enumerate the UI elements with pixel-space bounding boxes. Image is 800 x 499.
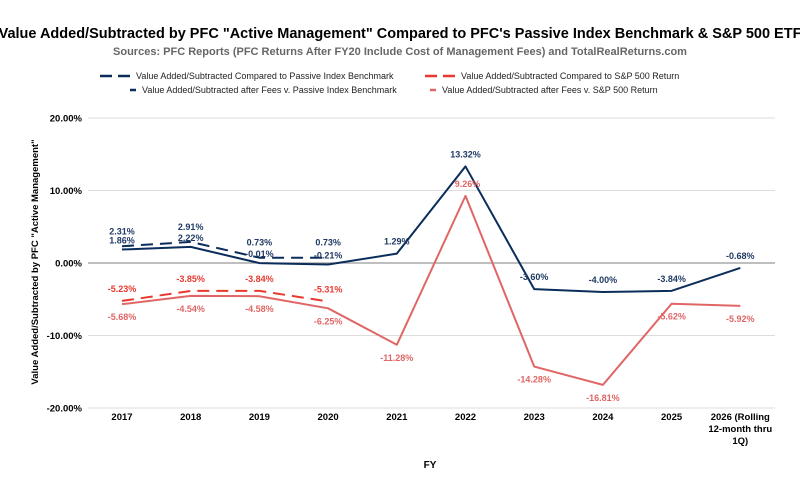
series-line	[121, 289, 329, 303]
data-label: -5.62%	[657, 312, 686, 322]
chart-subtitle: Sources: PFC Reports (PFC Returns After …	[113, 46, 687, 58]
data-label: -5.23%	[108, 284, 137, 294]
x-tick-label: 2024	[592, 412, 614, 423]
data-label: 13.32%	[450, 149, 481, 159]
x-tick-label: 2018	[180, 412, 201, 423]
series-line	[121, 240, 329, 259]
data-label: -11.28%	[380, 353, 413, 363]
data-label: -3.84%	[245, 274, 274, 284]
y-axis-label: Value Added/Subtracted by PFC "Active Ma…	[30, 139, 41, 384]
y-tick-label: -20.00%	[47, 404, 83, 415]
legend-label: Value Added/Subtracted Compared to Passi…	[136, 71, 394, 81]
legend-label: Value Added/Subtracted Compared to S&P 5…	[461, 71, 679, 81]
y-tick-label: -10.00%	[47, 331, 83, 342]
data-label: 2.22%	[178, 233, 204, 243]
series-line	[121, 194, 741, 386]
data-label: -5.68%	[108, 312, 137, 322]
data-label: -3.85%	[176, 274, 205, 284]
x-tick-label: 2020	[318, 412, 339, 423]
data-label: 2.91%	[178, 222, 204, 232]
data-label: -5.31%	[314, 284, 343, 294]
data-label: -4.54%	[176, 304, 205, 314]
x-tick-label: 2025	[661, 412, 683, 423]
x-tick-label: 2026 (Rolling 12-month thru 1Q)	[708, 412, 772, 447]
x-tick-label: 2022	[455, 412, 476, 423]
y-tick-label: 0.00%	[55, 259, 82, 270]
x-tick-label: 2017	[111, 412, 132, 423]
data-label: 1.29%	[384, 237, 410, 247]
y-tick-label: 20.00%	[50, 114, 83, 125]
x-tick-label: 2019	[249, 412, 270, 423]
data-label: -5.92%	[726, 314, 755, 324]
data-label: 0.73%	[247, 238, 273, 248]
data-label: -0.68%	[726, 251, 755, 261]
x-tick-label: 2023	[524, 412, 545, 423]
x-axis-label: FY	[424, 460, 437, 471]
legend-label: Value Added/Subtracted after Fees v. S&P…	[442, 85, 658, 95]
data-label: -0.01%	[245, 249, 274, 259]
y-tick-label: 10.00%	[50, 186, 83, 197]
data-label: -3.84%	[657, 274, 686, 284]
legend-label: Value Added/Subtracted after Fees v. Pas…	[142, 85, 397, 95]
series-line	[121, 165, 741, 293]
data-label: -14.28%	[517, 375, 551, 385]
data-label: -16.81%	[586, 393, 620, 403]
data-label: -4.00%	[589, 275, 618, 285]
data-label: -6.25%	[314, 316, 343, 326]
data-label: -3.60%	[520, 272, 549, 282]
chart-title: Value Added/Subtracted by PFC "Active Ma…	[0, 26, 800, 42]
data-label: 2.31%	[109, 226, 135, 236]
data-label: -0.21%	[314, 251, 343, 261]
x-tick-label: 2021	[386, 412, 408, 423]
data-label: 1.86%	[109, 236, 135, 246]
data-label: 0.73%	[315, 238, 341, 248]
data-label: -4.58%	[245, 304, 274, 314]
data-label: 9.26%	[455, 179, 481, 189]
